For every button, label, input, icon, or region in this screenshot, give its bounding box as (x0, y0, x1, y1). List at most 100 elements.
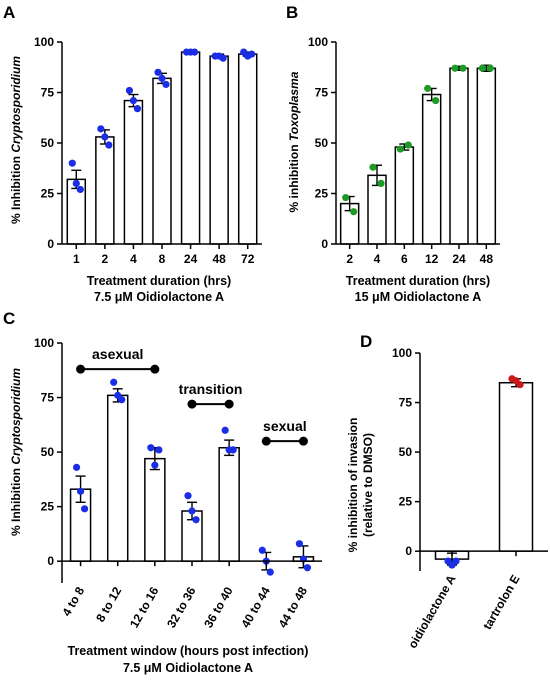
panel-a-data-point (129, 96, 138, 105)
panel-d-data-point (516, 381, 524, 389)
panel-letter-a: A (3, 3, 15, 22)
panel-c-x-tick-label: 36 to 40 (201, 584, 236, 630)
panel-a-bar (123, 99, 144, 245)
panel-c-y-title-italic: Cryptosporidium (9, 368, 23, 465)
panel-c-annotation-label: sexual (263, 418, 307, 434)
panel-c-data-point (151, 461, 159, 469)
panel-a-data-point (76, 185, 84, 194)
panel-b-y-tick-label: 75 (315, 86, 329, 100)
panel-a-x-tick-label: 2 (102, 252, 109, 266)
panel-b-x-tick-label: 2 (346, 252, 353, 266)
panel-c-x-tick-label: 44 to 48 (276, 584, 311, 630)
panel-c-data-point (295, 540, 304, 548)
panel-c-data-point (221, 426, 229, 434)
panel-b-x-tick-label: 12 (425, 252, 439, 266)
panel-d-y-tick-label: 25 (399, 495, 413, 509)
panel-a-data-point (72, 179, 80, 187)
panel-c-data-point (258, 546, 266, 554)
panel-d-y-axis-title: % inhibition of invasion (346, 418, 360, 553)
panel-a-data-point (105, 141, 113, 149)
panel-b-data-point (451, 64, 459, 72)
panel-c-data-point (188, 507, 196, 515)
panel-a-data-point (97, 125, 105, 133)
panel-c-x-tick-label: 32 to 36 (164, 584, 199, 630)
panel-c-data-point (72, 463, 81, 471)
panel-a-y-tick-label: 100 (34, 35, 54, 49)
panel-a-data-point (154, 68, 162, 76)
panel-a-chart: % Inhibition Cryptosporidium Treatment d… (9, 35, 262, 304)
panel-b-data-point (478, 64, 486, 72)
panel-b-x-axis-subtitle: 15 μM Oidiolactone A (355, 290, 482, 304)
panel-b-data-point (459, 64, 467, 72)
panel-a-data-point (248, 50, 256, 58)
panel-letter-d: D (360, 332, 372, 351)
panel-a-y-tick-label: 0 (47, 237, 54, 251)
panel-b-bar (449, 67, 469, 245)
panel-c-y-title-prefix: % Inhibition (9, 468, 23, 536)
panel-b-y-tick-label: 25 (315, 187, 329, 201)
panel-c-annotation-end (187, 399, 197, 409)
panel-c-x-axis-title: Treatment window (hours post infection) (68, 644, 309, 658)
panel-b-y-tick-label: 0 (321, 237, 328, 251)
panel-b-bar (476, 67, 497, 245)
panel-a-x-axis-title: Treatment duration (hrs) (87, 274, 231, 288)
panel-a-bar (95, 136, 115, 245)
panel-d-x-tick-label: tartrolon E (480, 573, 522, 633)
panel-a-data-point (158, 74, 166, 82)
panel-c-data-point (229, 446, 237, 454)
panel-c-data-point (110, 378, 118, 386)
panel-a-y-title-italic: Cryptosporidium (9, 56, 23, 153)
panel-c-x-axis-subtitle: 7.5 μM Oidiolactone A (123, 661, 253, 675)
panel-c-y-tick-label: 25 (41, 500, 55, 514)
panel-a-y-tick-label: 25 (41, 187, 55, 201)
panel-letter-b: B (286, 3, 298, 22)
panel-b-y-tick-label: 100 (308, 35, 328, 49)
panel-b-data-point (396, 145, 404, 153)
panel-a-x-tick-label: 8 (159, 252, 166, 266)
panel-b-data-point (342, 193, 350, 202)
panel-a-data-point (125, 86, 134, 95)
panel-c-y-tick-label: 75 (41, 391, 55, 405)
panel-d-bar (498, 381, 534, 552)
panel-d-data-point (452, 557, 460, 565)
panel-c-data-point (147, 444, 155, 452)
panel-b-y-axis-title: % inhibition Toxoplasma (287, 71, 301, 212)
panel-b-data-point (369, 163, 377, 171)
panel-b-data-point (404, 141, 412, 149)
panel-b-data-point (486, 64, 494, 72)
panel-c-data-point (155, 446, 163, 454)
panel-d-y-tick-label: 75 (399, 396, 413, 410)
panel-a-x-tick-label: 72 (241, 252, 255, 266)
panel-b-x-tick-label: 48 (480, 252, 494, 266)
panel-a-data-point (190, 48, 199, 56)
panel-c-data-point (118, 396, 126, 404)
panel-a-x-tick-label: 24 (184, 252, 198, 266)
panel-c-data-point (80, 505, 89, 513)
panel-c-bar (218, 446, 240, 562)
panel-d-y-axis-subtitle: (relative to DMSO) (361, 433, 375, 537)
panel-a-y-title-prefix: % Inhibition (9, 156, 23, 224)
panel-d-y-tick-label: 0 (405, 544, 412, 558)
panel-a-x-tick-label: 4 (130, 252, 137, 266)
panel-c-annotation-end (76, 364, 86, 374)
panel-b-data-point (424, 84, 432, 93)
panel-c-y-tick-label: 0 (47, 554, 54, 568)
panel-c-y-tick-label: 100 (34, 336, 54, 350)
panel-b-bar (394, 146, 415, 245)
panel-d-x-tick-label: oidiolactone A (405, 572, 458, 650)
panel-b-y-title-prefix: % inhibition (287, 144, 301, 212)
panel-b-bar (421, 93, 442, 245)
panel-a-bar (180, 51, 201, 245)
panel-a-y-tick-label: 75 (41, 86, 55, 100)
panel-a-data-point (219, 54, 227, 62)
panel-a-y-tick-label: 50 (41, 136, 55, 150)
panel-c-annotation-end (298, 436, 308, 446)
panel-c-bar (144, 457, 166, 562)
panel-a-y-axis-title: % Inhibition Cryptosporidium (9, 56, 23, 224)
panel-a-data-point (68, 159, 76, 167)
panel-a-bar (237, 53, 258, 245)
panel-a-data-point (101, 133, 109, 141)
panel-a-bar (152, 77, 172, 245)
panel-c-x-tick-label: 40 to 44 (238, 584, 273, 630)
